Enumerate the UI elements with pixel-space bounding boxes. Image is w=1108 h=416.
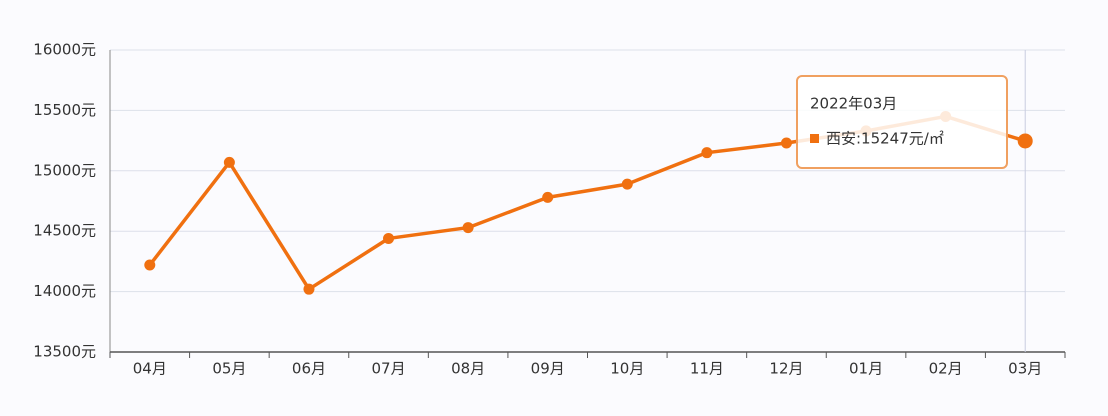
point [144,259,156,271]
x-tick-label: 01月 [849,360,883,378]
tooltip-title: 2022年03月 [810,95,897,113]
point [223,156,235,168]
point [462,222,474,234]
point [1017,133,1033,149]
y-tick-label: 15000元 [33,161,96,179]
x-tick-label: 06月 [292,360,326,378]
x-tick-label: 11月 [690,360,724,378]
point [780,137,792,149]
point [621,178,633,190]
tooltip-text: 西安:15247元/㎡ [826,130,944,148]
x-tick-label: 04月 [133,360,167,378]
y-tick-label: 16000元 [33,41,96,59]
y-tick-label: 15500元 [33,101,96,119]
tooltip-box [796,75,1008,169]
point [303,283,315,295]
x-tick-label: 08月 [451,360,485,378]
x-tick-label: 10月 [610,360,644,378]
point [383,232,395,244]
x-tick-label: 02月 [929,360,963,378]
x-tick-label: 05月 [212,360,246,378]
x-tick-label: 03月 [1008,360,1042,378]
point [701,147,713,159]
x-tick-label: 07月 [371,360,405,378]
tooltip-marker [810,134,819,143]
y-tick-label: 13500元 [33,343,96,361]
point [542,191,554,203]
y-tick-label: 14500元 [33,222,96,240]
y-tick-label: 14000元 [33,282,96,300]
x-tick-label: 12月 [769,360,803,378]
x-tick-label: 09月 [531,360,565,378]
